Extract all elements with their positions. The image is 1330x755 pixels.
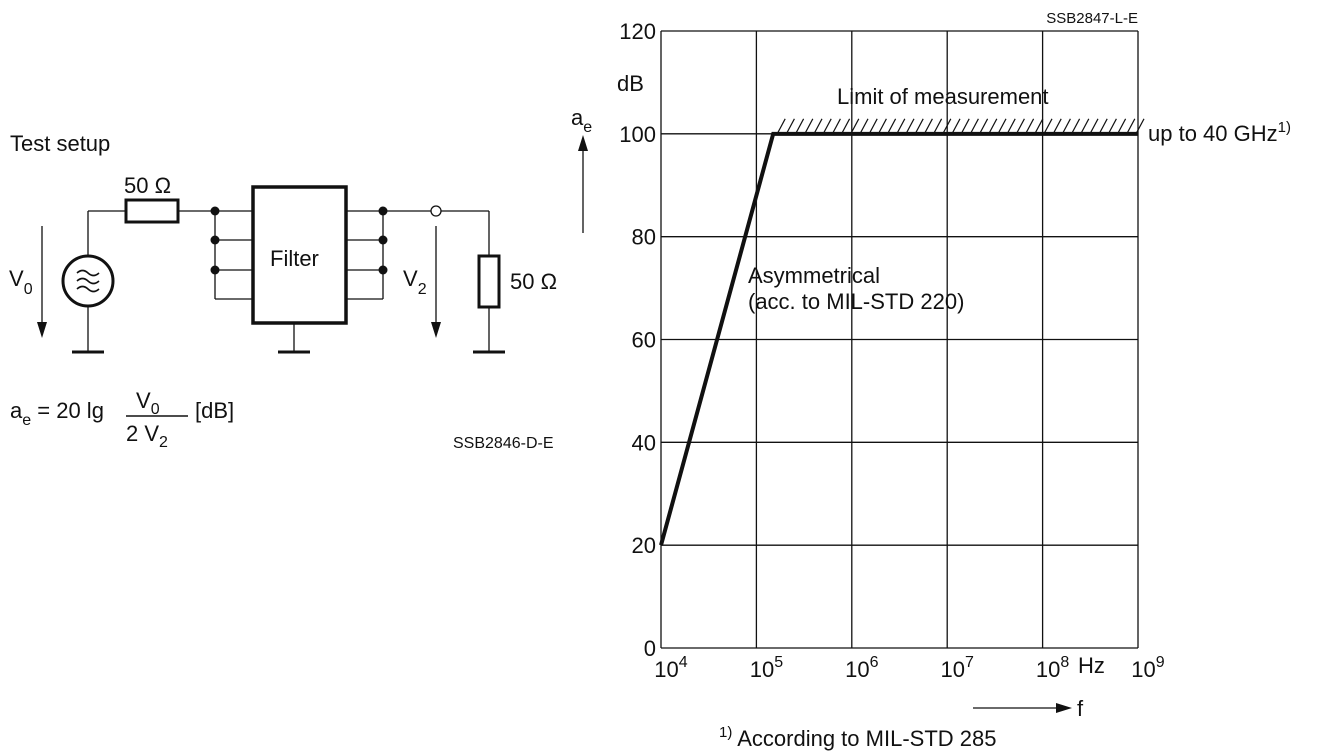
y-tick-labels: 0 20 40 60 80 100 120: [619, 19, 656, 661]
hatch-mark: [1034, 118, 1044, 135]
attenuation-equation: ae = 20 lg V0 2 V2 [dB]: [10, 388, 234, 451]
y-tick-label: 120: [619, 19, 656, 44]
hatch-mark: [1126, 118, 1136, 135]
hatch-mark: [988, 118, 998, 135]
chart-grid: [660, 30, 1139, 649]
hatch-mark: [813, 118, 823, 135]
input-resistor-label: 50 Ω: [124, 173, 171, 198]
hatch-mark: [1006, 118, 1016, 135]
limit-label: Limit of measurement: [837, 84, 1049, 109]
hatch-mark: [795, 118, 805, 135]
x-tick-label: 107: [941, 654, 974, 682]
output-terminal: [430, 205, 442, 217]
hatch-mark: [905, 118, 915, 135]
limit-note: up to 40 GHz1): [1148, 119, 1291, 146]
hatch-mark: [850, 118, 860, 135]
output-resistor: [477, 254, 501, 309]
hatch-mark: [979, 118, 989, 135]
test-setup-title: Test setup: [10, 131, 110, 156]
svg-text:ae = 20 lg: ae = 20 lg: [10, 398, 104, 429]
hatch-mark: [1098, 118, 1108, 135]
hatch-mark: [877, 118, 887, 135]
test-setup-schematic: [87, 210, 490, 352]
hatch-mark: [1043, 118, 1053, 135]
hatch-mark: [887, 118, 897, 135]
curve-label-line1: Asymmetrical: [748, 263, 880, 288]
y-axis-arrow: [578, 135, 588, 233]
hatch-mark: [960, 118, 970, 135]
y-tick-label: 60: [632, 328, 656, 353]
limit-hatch: [776, 118, 1145, 135]
voltage-arrows: [37, 226, 441, 338]
svg-text:V0: V0: [136, 388, 160, 418]
hatch-mark: [785, 118, 795, 135]
hatch-mark: [859, 118, 869, 135]
y-tick-label: 0: [644, 636, 656, 661]
hatch-mark: [1052, 118, 1062, 135]
junction-dots: [210, 206, 388, 275]
hatch-mark: [804, 118, 814, 135]
footnote: 1) According to MIL-STD 285: [719, 724, 996, 751]
v2-label: V2: [403, 266, 427, 298]
hatch-mark: [1025, 118, 1035, 135]
filter-label: Filter: [270, 246, 319, 271]
hatch-mark: [841, 118, 851, 135]
y-tick-label: 40: [632, 430, 656, 455]
hatch-mark: [1061, 118, 1071, 135]
hatch-mark: [1071, 118, 1081, 135]
hatch-mark: [868, 118, 878, 135]
chart-series: [659, 131, 1139, 546]
x-tick-label: 104: [654, 654, 687, 682]
x-tick-label: 109: [1131, 654, 1164, 682]
curve-label-line2: (acc. to MIL-STD 220): [748, 289, 964, 314]
v0-label: V0: [9, 266, 33, 298]
x-axis-arrow: [973, 703, 1072, 713]
input-resistor: [124, 198, 180, 224]
x-axis-symbol: f: [1077, 696, 1084, 721]
hatch-mark: [933, 118, 943, 135]
schematic-code: SSB2846-D-E: [453, 435, 554, 452]
output-resistor-label: 50 Ω: [510, 269, 557, 294]
x-tick-label: 106: [845, 654, 878, 682]
signal-generator-icon: [61, 254, 115, 308]
hatch-mark: [776, 118, 786, 135]
chart-area: 0 20 40 60 80 100 120 104 105 106 107 108 109: [619, 19, 1165, 682]
hatch-mark: [942, 118, 952, 135]
svg-text:[dB]: [dB]: [195, 398, 234, 423]
x-tick-label: 105: [750, 654, 783, 682]
y-axis-symbol: ae: [571, 105, 592, 136]
hatch-mark: [1117, 118, 1127, 135]
y-tick-label: 80: [632, 225, 656, 250]
hatch-mark: [951, 118, 961, 135]
y-unit-label: dB: [617, 71, 644, 96]
hatch-mark: [822, 118, 832, 135]
hatch-mark: [1089, 118, 1099, 135]
chart-code: SSB2847-L-E: [1046, 10, 1138, 27]
hatch-mark: [1107, 118, 1117, 135]
filter-box: [251, 185, 348, 325]
hatch-mark: [923, 118, 933, 135]
y-tick-label: 20: [632, 533, 656, 558]
x-tick-labels: 104 105 106 107 108 109: [654, 654, 1164, 682]
hatch-mark: [831, 118, 841, 135]
hatch-mark: [914, 118, 924, 135]
x-unit-label: Hz: [1078, 653, 1105, 678]
hatch-mark: [1080, 118, 1090, 135]
hatch-mark: [1015, 118, 1025, 135]
hatch-mark: [1135, 118, 1145, 135]
y-tick-label: 100: [619, 122, 656, 147]
hatch-mark: [997, 118, 1007, 135]
svg-text:2 V2: 2 V2: [126, 421, 168, 451]
x-tick-label: 108: [1036, 654, 1069, 682]
hatch-mark: [969, 118, 979, 135]
hatch-mark: [896, 118, 906, 135]
